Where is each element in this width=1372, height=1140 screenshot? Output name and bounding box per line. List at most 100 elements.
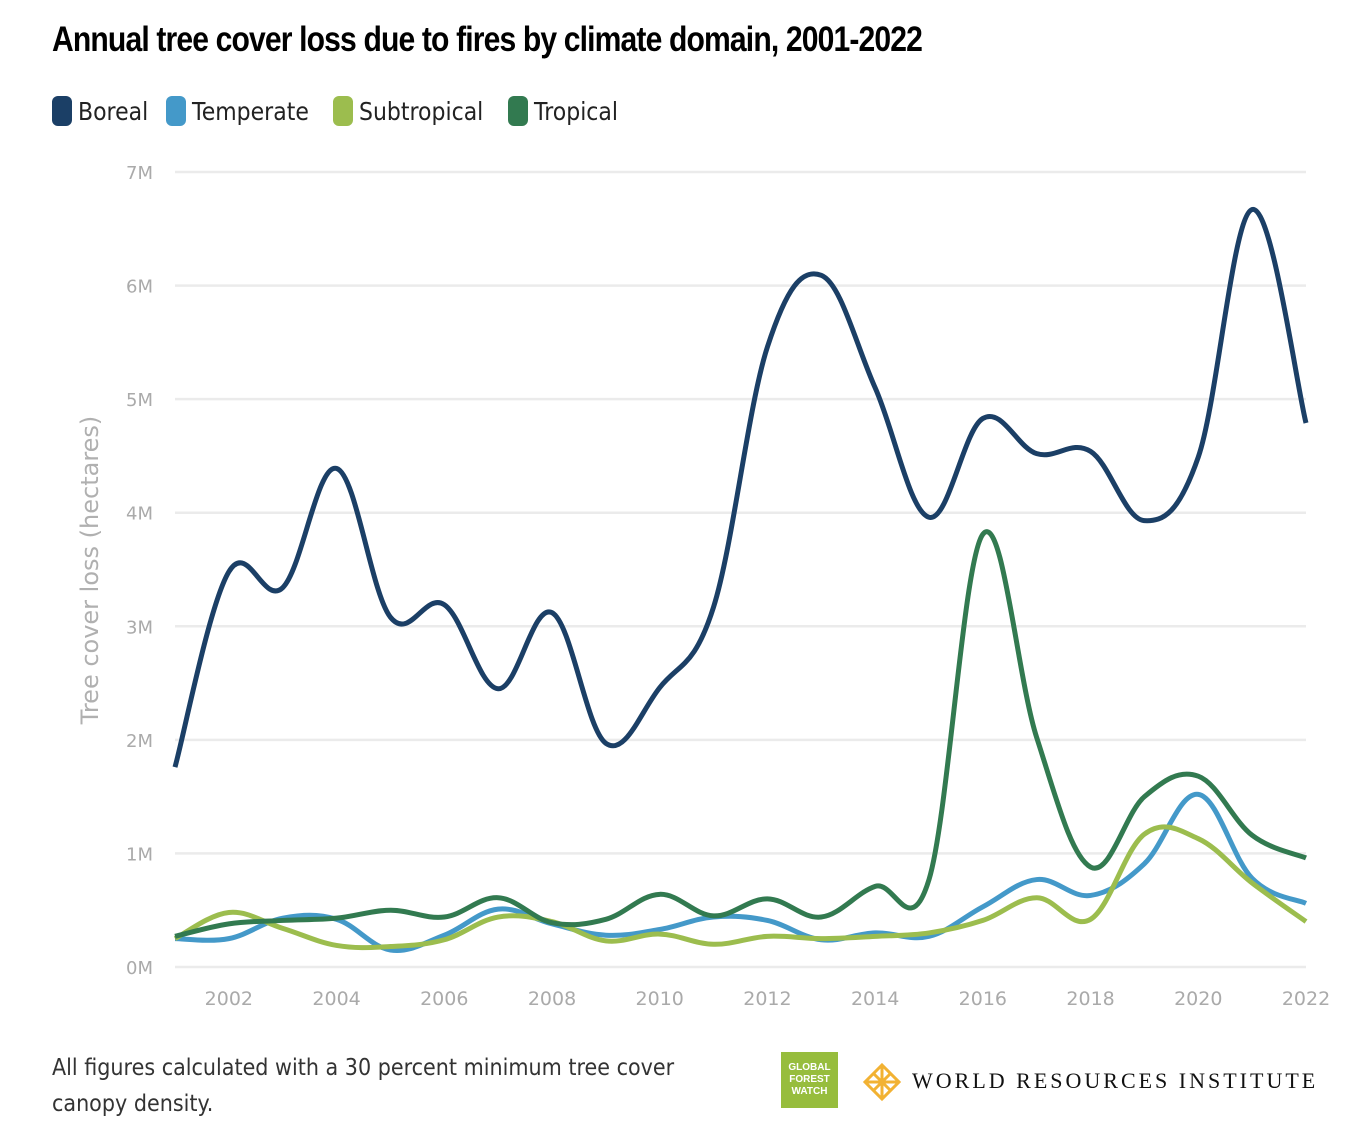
- legend-item-boreal[interactable]: Boreal: [52, 96, 158, 126]
- data-point-boreal[interactable]: [1085, 445, 1097, 457]
- wri-logo-text[interactable]: WORLD RESOURCES INSTITUTE: [912, 1068, 1319, 1093]
- data-point-tropical[interactable]: [1300, 852, 1312, 864]
- data-point-subtropical[interactable]: [438, 934, 450, 946]
- data-point-temperate[interactable]: [1031, 874, 1043, 886]
- x-tick-label: 2016: [959, 988, 1007, 1010]
- data-point-temperate[interactable]: [1192, 788, 1204, 800]
- data-point-boreal[interactable]: [1300, 417, 1312, 429]
- series-line-temperate[interactable]: [174, 791, 1308, 953]
- data-point-subtropical[interactable]: [492, 911, 504, 923]
- data-point-subtropical[interactable]: [1300, 916, 1312, 928]
- legend-label: Subtropical: [358, 96, 483, 126]
- y-tick-label: 7M: [126, 163, 153, 184]
- data-point-tropical[interactable]: [869, 880, 881, 892]
- data-point-tropical[interactable]: [761, 893, 773, 905]
- series-line-tropical[interactable]: [174, 529, 1307, 939]
- data-point-subtropical[interactable]: [331, 939, 343, 951]
- data-point-boreal[interactable]: [1138, 515, 1150, 527]
- data-point-boreal[interactable]: [923, 511, 935, 523]
- data-point-boreal[interactable]: [492, 683, 504, 695]
- gridlines: [175, 170, 1306, 969]
- data-point-tropical[interactable]: [169, 930, 181, 942]
- data-point-subtropical[interactable]: [1138, 828, 1150, 840]
- data-point-tropical[interactable]: [708, 910, 720, 922]
- data-point-subtropical[interactable]: [654, 928, 666, 940]
- data-point-boreal[interactable]: [438, 599, 450, 611]
- data-point-tropical[interactable]: [1192, 770, 1204, 782]
- data-point-tropical[interactable]: [384, 904, 396, 916]
- data-point-boreal[interactable]: [384, 611, 396, 623]
- data-point-subtropical[interactable]: [761, 930, 773, 942]
- data-point-subtropical[interactable]: [223, 906, 235, 918]
- x-tick-label: 2020: [1174, 988, 1222, 1010]
- data-point-subtropical[interactable]: [869, 930, 881, 942]
- data-point-subtropical[interactable]: [815, 933, 827, 945]
- data-point-boreal[interactable]: [546, 607, 558, 619]
- x-tick-label: 2008: [528, 988, 576, 1010]
- y-tick-label: 3M: [126, 617, 153, 638]
- global-forest-watch-logo[interactable]: GLOBAL FOREST WATCH: [781, 1052, 838, 1108]
- series-line-boreal[interactable]: [172, 206, 1309, 768]
- data-point-tropical[interactable]: [223, 918, 235, 930]
- y-tick-label: 5M: [126, 390, 153, 411]
- data-point-subtropical[interactable]: [384, 941, 396, 953]
- data-point-tropical[interactable]: [1138, 791, 1150, 803]
- footnote: All figures calculated with a 30 percent…: [52, 1055, 675, 1117]
- data-point-boreal[interactable]: [1246, 203, 1258, 215]
- data-point-boreal[interactable]: [1192, 451, 1204, 463]
- data-point-subtropical[interactable]: [977, 914, 989, 926]
- data-point-boreal[interactable]: [815, 269, 827, 281]
- x-tick-label: 2006: [420, 988, 468, 1010]
- legend-label: Tropical: [533, 96, 618, 126]
- data-point-tropical[interactable]: [331, 912, 343, 924]
- data-point-temperate[interactable]: [223, 933, 235, 945]
- data-point-tropical[interactable]: [1246, 829, 1258, 841]
- data-point-boreal[interactable]: [654, 682, 666, 694]
- data-point-tropical[interactable]: [923, 874, 935, 886]
- legend-item-temperate[interactable]: Temperate: [165, 96, 325, 126]
- legend-swatch-boreal: [52, 96, 72, 126]
- data-point-tropical[interactable]: [654, 888, 666, 900]
- data-point-temperate[interactable]: [1138, 858, 1150, 870]
- data-point-tropical[interactable]: [546, 917, 558, 929]
- y-tick-label: 6M: [126, 277, 153, 298]
- data-point-tropical[interactable]: [977, 528, 989, 540]
- data-point-boreal[interactable]: [977, 412, 989, 424]
- data-point-temperate[interactable]: [1085, 889, 1097, 901]
- legend-label: Boreal: [78, 96, 149, 126]
- data-point-temperate[interactable]: [1300, 897, 1312, 909]
- series-lines: [169, 203, 1312, 953]
- data-point-boreal[interactable]: [708, 601, 720, 613]
- legend-item-subtropical[interactable]: Subtropical: [332, 96, 500, 126]
- data-point-subtropical[interactable]: [1246, 877, 1258, 889]
- data-point-tropical[interactable]: [1031, 732, 1043, 744]
- data-point-tropical[interactable]: [277, 914, 289, 926]
- data-point-boreal[interactable]: [277, 582, 289, 594]
- data-point-boreal[interactable]: [169, 761, 181, 773]
- data-point-subtropical[interactable]: [708, 938, 720, 950]
- data-point-tropical[interactable]: [1085, 861, 1097, 873]
- legend-item-tropical[interactable]: Tropical: [507, 96, 629, 126]
- y-tick-label: 0M: [126, 958, 153, 979]
- data-point-boreal[interactable]: [600, 737, 612, 749]
- series-line-subtropical[interactable]: [173, 824, 1308, 951]
- data-point-boreal[interactable]: [869, 382, 881, 394]
- data-point-temperate[interactable]: [761, 914, 773, 926]
- data-point-tropical[interactable]: [815, 911, 827, 923]
- data-point-temperate[interactable]: [977, 901, 989, 913]
- data-point-subtropical[interactable]: [1192, 833, 1204, 845]
- legend-swatch-temperate: [165, 96, 186, 126]
- data-point-subtropical[interactable]: [600, 935, 612, 947]
- data-point-boreal[interactable]: [1031, 448, 1043, 460]
- data-point-subtropical[interactable]: [923, 927, 935, 939]
- legend-swatch-tropical: [507, 96, 528, 126]
- x-tick-label: 2010: [636, 988, 684, 1010]
- data-point-tropical[interactable]: [600, 913, 612, 925]
- data-point-boreal[interactable]: [761, 341, 773, 353]
- data-point-subtropical[interactable]: [1031, 892, 1043, 904]
- data-point-tropical[interactable]: [438, 911, 450, 923]
- data-point-boreal[interactable]: [331, 462, 343, 474]
- data-point-boreal[interactable]: [223, 566, 235, 578]
- data-point-subtropical[interactable]: [1085, 913, 1097, 925]
- data-point-tropical[interactable]: [492, 892, 504, 904]
